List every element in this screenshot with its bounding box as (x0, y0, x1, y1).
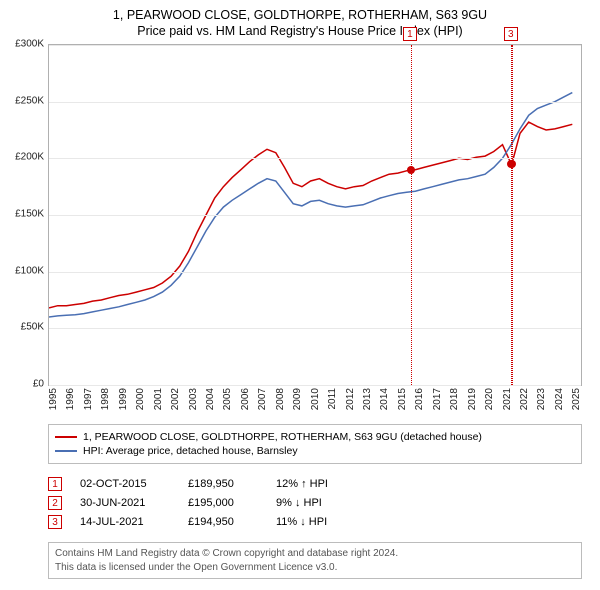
legend-label: 1, PEARWOOD CLOSE, GOLDTHORPE, ROTHERHAM… (83, 431, 482, 443)
x-tick-label: 1996 (65, 388, 76, 410)
marker-badge-3: 3 (504, 27, 518, 41)
sale-row: 3 14-JUL-2021 £194,950 11% ↓ HPI (48, 515, 582, 529)
sale-date: 02-OCT-2015 (80, 478, 170, 490)
sale-row: 2 30-JUN-2021 £195,000 9% ↓ HPI (48, 496, 582, 510)
x-tick-label: 2004 (205, 388, 216, 410)
attribution-line1: Contains HM Land Registry data © Crown c… (55, 547, 575, 561)
x-tick-label: 2024 (554, 388, 565, 410)
x-tick-label: 2011 (327, 388, 338, 410)
x-tick-label: 2016 (414, 388, 425, 410)
legend-label: HPI: Average price, detached house, Barn… (83, 445, 298, 457)
x-tick-label: 1995 (48, 388, 59, 410)
x-tick-label: 2006 (240, 388, 251, 410)
marker-dot-1 (407, 166, 415, 174)
x-tick-label: 2019 (467, 388, 478, 410)
sales-table: 1 02-OCT-2015 £189,950 12% ↑ HPI 2 30-JUN-202… (48, 472, 582, 534)
sale-index-badge: 3 (48, 515, 62, 529)
y-tick-label: £150K (15, 209, 44, 220)
marker-line-3 (512, 45, 513, 385)
sale-delta: 12% ↑ HPI (276, 478, 366, 490)
y-tick-label: £50K (21, 322, 44, 333)
chart-container: 1, PEARWOOD CLOSE, GOLDTHORPE, ROTHERHAM… (0, 0, 600, 590)
legend-item: 1, PEARWOOD CLOSE, GOLDTHORPE, ROTHERHAM… (55, 431, 575, 443)
x-tick-label: 2022 (519, 388, 530, 410)
x-tick-label: 1999 (118, 388, 129, 410)
x-tick-label: 2020 (484, 388, 495, 410)
x-tick-label: 2025 (571, 388, 582, 410)
x-tick-label: 2005 (222, 388, 233, 410)
x-tick-label: 2000 (135, 388, 146, 410)
y-tick-label: £250K (15, 95, 44, 106)
x-tick-label: 2017 (432, 388, 443, 410)
x-tick-label: 2018 (449, 388, 460, 410)
y-tick-label: £200K (15, 152, 44, 163)
attribution-line2: This data is licensed under the Open Gov… (55, 561, 575, 575)
sale-delta: 11% ↓ HPI (276, 516, 366, 528)
sale-date: 14-JUL-2021 (80, 516, 170, 528)
legend-item: HPI: Average price, detached house, Barn… (55, 445, 575, 457)
y-tick-label: £100K (15, 265, 44, 276)
sale-row: 1 02-OCT-2015 £189,950 12% ↑ HPI (48, 477, 582, 491)
sale-delta: 9% ↓ HPI (276, 497, 366, 509)
x-tick-label: 2021 (502, 388, 513, 410)
x-tick-label: 2023 (536, 388, 547, 410)
legend-swatch (55, 436, 77, 438)
y-tick-label: £300K (15, 39, 44, 50)
x-tick-label: 2009 (292, 388, 303, 410)
x-tick-label: 2013 (362, 388, 373, 410)
x-axis-labels: 1995 1996 1997 1998 1999 2000 2001 2002 2003 2004… (48, 386, 582, 414)
marker-line-1 (411, 45, 412, 385)
y-axis-labels: £0£50K£100K£150K£200K£250K£300K (10, 44, 46, 386)
attribution-box: Contains HM Land Registry data © Crown c… (48, 542, 582, 579)
marker-badge-1: 1 (403, 27, 417, 41)
x-tick-label: 2008 (275, 388, 286, 410)
x-tick-label: 2002 (170, 388, 181, 410)
chart-area: £0£50K£100K£150K£200K£250K£300K 13 19951… (48, 44, 582, 414)
sale-index-badge: 1 (48, 477, 62, 491)
x-tick-label: 1998 (100, 388, 111, 410)
x-tick-label: 1997 (83, 388, 94, 410)
x-tick-label: 2010 (310, 388, 321, 410)
y-tick-label: £0 (33, 379, 44, 390)
sale-price: £189,950 (188, 478, 258, 490)
x-tick-label: 2007 (257, 388, 268, 410)
plot-region: 13 (48, 44, 582, 386)
x-tick-label: 2003 (188, 388, 199, 410)
x-tick-label: 2012 (345, 388, 356, 410)
sale-index-badge: 2 (48, 496, 62, 510)
sale-price: £194,950 (188, 516, 258, 528)
x-tick-label: 2015 (397, 388, 408, 410)
sale-date: 30-JUN-2021 (80, 497, 170, 509)
marker-dot-3 (508, 160, 516, 168)
x-tick-label: 2014 (379, 388, 390, 410)
sale-price: £195,000 (188, 497, 258, 509)
series-hpi (49, 93, 572, 317)
title-address: 1, PEARWOOD CLOSE, GOLDTHORPE, ROTHERHAM… (10, 8, 590, 22)
legend-swatch (55, 450, 77, 452)
x-tick-label: 2001 (153, 388, 164, 410)
legend-box: 1, PEARWOOD CLOSE, GOLDTHORPE, ROTHERHAM… (48, 424, 582, 464)
